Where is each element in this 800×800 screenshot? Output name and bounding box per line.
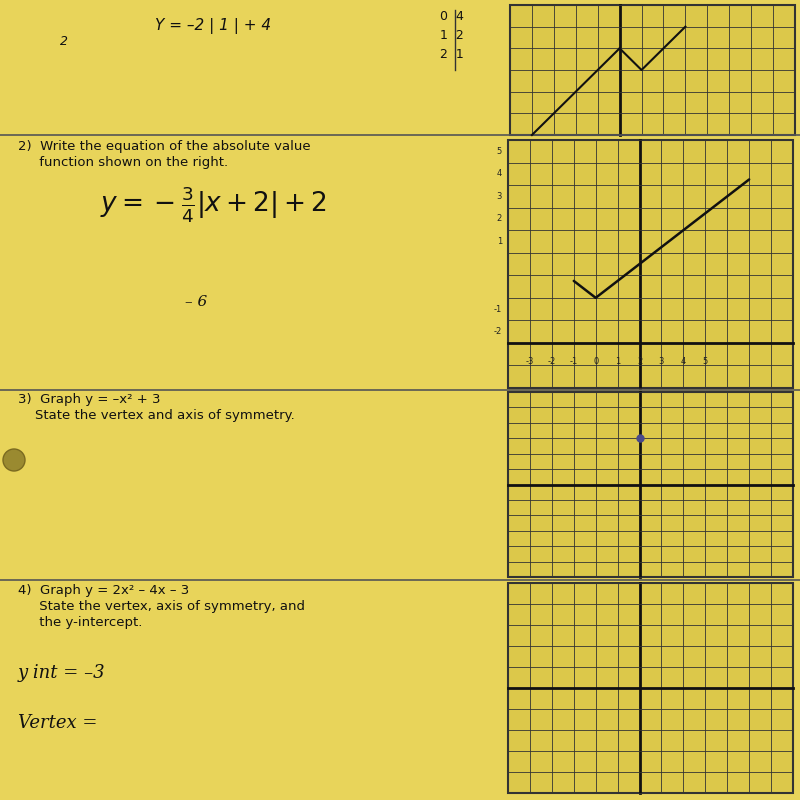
Text: 1: 1 (615, 357, 620, 366)
Text: 0  4
1  2
2  1: 0 4 1 2 2 1 (440, 10, 464, 61)
Text: Vertex =: Vertex = (18, 714, 98, 732)
Text: 4: 4 (681, 357, 686, 366)
Bar (510, 5, 795, 135)
Text: Y = –2 | 1 | + 4: Y = –2 | 1 | + 4 (155, 18, 271, 34)
Text: 5: 5 (702, 357, 708, 366)
Text: 2: 2 (637, 357, 642, 366)
Circle shape (3, 449, 25, 471)
Text: 5: 5 (497, 146, 502, 156)
Text: the y-intercept.: the y-intercept. (18, 616, 142, 629)
Text: 4: 4 (497, 170, 502, 178)
Text: 3: 3 (497, 192, 502, 201)
Text: State the vertex and axis of symmetry.: State the vertex and axis of symmetry. (18, 409, 294, 422)
Text: 3)  Graph y = –x² + 3: 3) Graph y = –x² + 3 (18, 393, 161, 406)
Text: 2)  Write the equation of the absolute value: 2) Write the equation of the absolute va… (18, 140, 310, 153)
Text: -3: -3 (526, 357, 534, 366)
Text: 2: 2 (497, 214, 502, 223)
Bar (508, 583, 793, 793)
Text: -1: -1 (494, 305, 502, 314)
Text: $y = -\frac{3}{4}|x+2|+2$: $y = -\frac{3}{4}|x+2|+2$ (100, 185, 327, 226)
Text: 0: 0 (593, 357, 598, 366)
Text: 4)  Graph y = 2x² – 4x – 3: 4) Graph y = 2x² – 4x – 3 (18, 584, 190, 597)
Text: – 6: – 6 (185, 295, 207, 309)
Text: function shown on the right.: function shown on the right. (18, 156, 228, 169)
Text: -1: -1 (570, 357, 578, 366)
Text: State the vertex, axis of symmetry, and: State the vertex, axis of symmetry, and (18, 600, 305, 613)
Text: 2: 2 (60, 35, 68, 48)
Text: y int = –3: y int = –3 (18, 664, 106, 682)
Text: 1: 1 (497, 237, 502, 246)
Bar (508, 140, 793, 388)
Text: -2: -2 (548, 357, 556, 366)
Bar (508, 392, 793, 577)
Text: -2: -2 (494, 327, 502, 336)
Text: 3: 3 (658, 357, 664, 366)
